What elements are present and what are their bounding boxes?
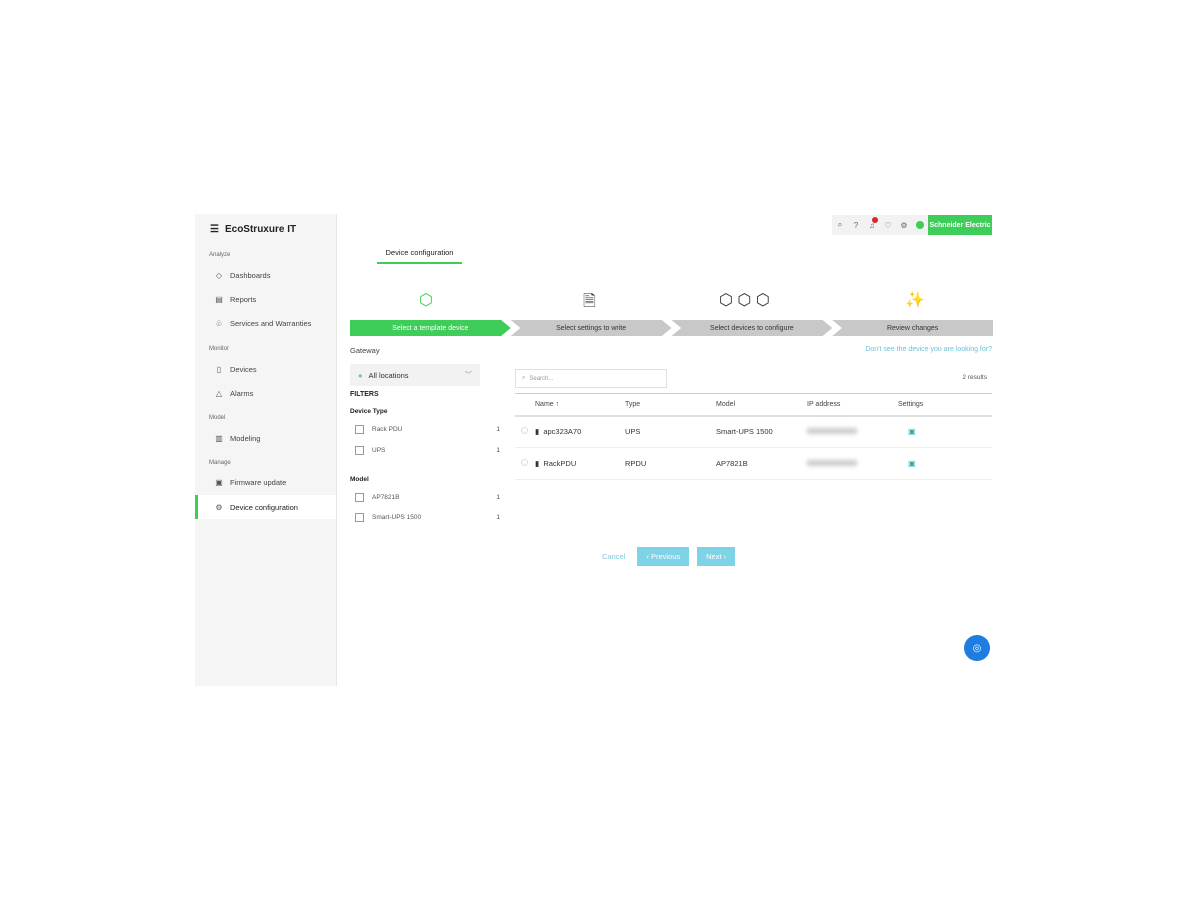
firmware-icon: ▣ <box>215 477 223 487</box>
filter-device-type-label: Device Type <box>350 408 388 415</box>
section-label: Analyze <box>209 252 231 258</box>
logo: ☰ EcoStruxure IT <box>210 224 297 235</box>
search-icon: ⌕ <box>522 375 526 381</box>
magic-wand-icon: ✨ <box>905 292 925 309</box>
top-toolbar: ⌕ ? ♫ ♡ ⚙ Schneider Electric <box>832 215 992 235</box>
next-button[interactable]: Next › <box>697 547 736 566</box>
services-icon: ♧ <box>215 318 223 328</box>
sidebar-item-devices[interactable]: ▯ Devices <box>216 364 257 374</box>
devices-table: Name ↑ Type Model IP address Settings ▮ … <box>515 393 992 480</box>
cubes-icon: ⬡ ⬡ ⬡ <box>719 292 770 309</box>
row-radio[interactable] <box>521 459 528 466</box>
ip-address-redacted <box>807 460 857 466</box>
chat-fab-button[interactable]: ◎ <box>964 635 990 661</box>
dashboard-icon: ◇ <box>215 270 223 280</box>
sidebar-item-modeling[interactable]: ▥ Modeling <box>215 433 261 443</box>
row-radio[interactable] <box>521 427 528 435</box>
sidebar-item-firmware[interactable]: ▣ Firmware update <box>215 477 287 487</box>
sidebar-item-services[interactable]: ♧ Services and Warranties <box>215 318 312 328</box>
sidebar: ☰ EcoStruxure IT Analyze ◇ Dashboards ▤ Rep… <box>195 214 337 686</box>
table-row[interactable]: ▮ RackPDU RPDU AP7821B ▣ <box>515 447 992 480</box>
cube-icon: ⬡ <box>419 292 433 309</box>
app-window: ☰ EcoStruxure IT Analyze ◇ Dashboards ▤ Rep… <box>195 214 1000 686</box>
col-model[interactable]: Model <box>716 393 807 417</box>
chat-icon: ◎ <box>972 642 982 654</box>
settings-icon[interactable]: ▣ <box>908 459 916 468</box>
sidebar-item-alarms[interactable]: △ Alarms <box>215 388 254 398</box>
col-settings: Settings <box>898 393 992 417</box>
section-label: Model <box>209 415 226 421</box>
section-label: Monitor <box>209 346 230 352</box>
sidebar-item-reports[interactable]: ▤ Reports <box>215 294 257 304</box>
search-icon[interactable]: ⌕ <box>837 220 843 229</box>
config-icon: ⚙ <box>215 502 223 512</box>
cancel-button[interactable]: Cancel <box>602 552 626 561</box>
step-select-template: Select a template device <box>350 320 511 336</box>
document-icon: 🗎 <box>583 293 596 310</box>
filters-title: FILTERS <box>350 391 379 398</box>
modeling-icon: ▥ <box>215 433 223 443</box>
notification-badge <box>872 216 878 223</box>
filter-ups[interactable]: UPS 1 <box>355 446 500 455</box>
table-row[interactable]: ▮ apc323A70 UPS Smart-UPS 1500 ▣ <box>515 415 992 448</box>
user-avatar[interactable] <box>916 221 924 229</box>
results-count: 2 results <box>962 374 987 381</box>
help-icon[interactable]: ? <box>853 220 859 230</box>
step-select-devices: Select devices to configure <box>671 320 833 336</box>
search-input[interactable]: ⌕ Search... <box>515 369 667 388</box>
schneider-logo: Schneider Electric <box>928 215 992 235</box>
col-name[interactable]: Name ↑ <box>535 393 625 417</box>
main-content: ⌕ ? ♫ ♡ ⚙ Schneider Electric Device conf… <box>337 214 1000 686</box>
checkbox[interactable] <box>355 493 364 502</box>
device-icon: ▯ <box>216 364 222 374</box>
rpdu-icon: ▮ <box>535 459 540 468</box>
wizard-buttons: Cancel ‹ Previous Next › <box>602 547 736 566</box>
section-label: Manage <box>209 460 231 466</box>
settings-icon[interactable]: ▣ <box>908 427 916 437</box>
sidebar-item-device-configuration[interactable]: ⚙ Device configuration <box>195 495 336 519</box>
tab-device-configuration[interactable]: Device configuration <box>377 248 462 264</box>
step-select-settings: Select settings to write <box>510 320 672 336</box>
gear-icon[interactable]: ⚙ <box>900 220 908 230</box>
missing-device-link[interactable]: Don't see the device you are looking for… <box>865 346 992 353</box>
filter-model-label: Model <box>350 476 369 483</box>
menu-icon[interactable]: ☰ <box>210 224 219 235</box>
gateway-label: Gateway <box>350 346 380 355</box>
alarm-icon: △ <box>215 388 223 398</box>
filter-smart-ups-1500[interactable]: Smart-UPS 1500 1 <box>355 513 500 522</box>
wizard-steps: Select a template device Select settings… <box>350 320 993 336</box>
bell-icon[interactable]: ♫ <box>864 216 880 230</box>
col-ip[interactable]: IP address <box>807 393 898 417</box>
ups-icon: ▮ <box>535 427 540 437</box>
ip-address-redacted <box>807 428 857 435</box>
filter-rack-pdu[interactable]: Rack PDU 1 <box>355 425 500 434</box>
sidebar-item-dashboards[interactable]: ◇ Dashboards <box>215 270 271 280</box>
filter-ap7821b[interactable]: AP7821B 1 <box>355 493 500 502</box>
checkbox[interactable] <box>355 425 364 434</box>
report-icon: ▤ <box>215 294 223 304</box>
previous-button[interactable]: ‹ Previous <box>637 547 690 566</box>
col-type[interactable]: Type <box>625 393 716 417</box>
step-review-changes: Review changes <box>832 320 993 336</box>
feedback-icon[interactable]: ♡ <box>884 220 892 230</box>
globe-icon: ● <box>358 370 363 380</box>
checkbox[interactable] <box>355 513 364 522</box>
table-header: Name ↑ Type Model IP address Settings <box>515 393 992 417</box>
checkbox[interactable] <box>355 446 364 455</box>
chevron-down-icon: ﹀ <box>465 372 472 379</box>
gateway-select[interactable]: ● All locations ﹀ <box>350 364 480 386</box>
